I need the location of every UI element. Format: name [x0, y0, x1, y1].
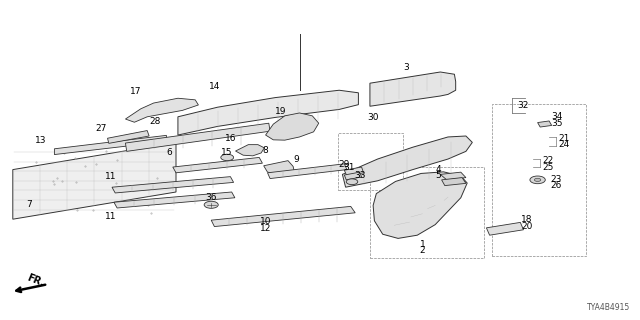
Polygon shape: [125, 123, 270, 151]
Text: 3: 3: [404, 63, 409, 72]
Polygon shape: [344, 167, 364, 176]
Text: 13: 13: [35, 136, 46, 145]
Polygon shape: [264, 161, 294, 175]
Polygon shape: [125, 98, 198, 122]
Text: 11: 11: [105, 172, 116, 181]
Polygon shape: [442, 178, 466, 186]
Polygon shape: [108, 131, 149, 143]
Text: 15: 15: [221, 148, 233, 157]
Polygon shape: [236, 145, 264, 156]
Text: 6: 6: [167, 148, 172, 157]
Text: 19: 19: [275, 108, 286, 116]
Text: 22: 22: [542, 156, 554, 165]
Polygon shape: [440, 172, 466, 180]
Text: 36: 36: [205, 193, 217, 202]
Bar: [492, 104, 586, 256]
Circle shape: [530, 176, 545, 184]
Text: 29: 29: [339, 160, 350, 169]
Text: 23: 23: [550, 175, 562, 184]
Polygon shape: [370, 72, 456, 106]
Bar: [370, 167, 484, 258]
Polygon shape: [114, 192, 235, 208]
Text: 5: 5: [436, 172, 441, 180]
Polygon shape: [211, 206, 355, 227]
Text: 27: 27: [95, 124, 107, 133]
Polygon shape: [178, 90, 358, 135]
Text: 24: 24: [558, 140, 570, 149]
Text: 28: 28: [150, 117, 161, 126]
Text: 21: 21: [558, 134, 570, 143]
Text: 33: 33: [355, 172, 366, 180]
Text: FR.: FR.: [25, 273, 45, 289]
Polygon shape: [268, 164, 347, 179]
Text: 31: 31: [344, 164, 355, 172]
Text: 10: 10: [260, 217, 271, 226]
Text: 1: 1: [420, 240, 425, 249]
Polygon shape: [266, 113, 319, 140]
Text: 26: 26: [550, 181, 562, 190]
Polygon shape: [486, 222, 524, 235]
Text: 4: 4: [436, 165, 441, 174]
Text: 25: 25: [542, 163, 554, 172]
Text: 8: 8: [262, 146, 268, 155]
Polygon shape: [373, 172, 467, 238]
Text: 17: 17: [130, 87, 141, 96]
Text: 20: 20: [521, 222, 532, 231]
Text: 14: 14: [209, 82, 220, 91]
Text: 34: 34: [551, 112, 563, 121]
Text: 32: 32: [517, 101, 529, 110]
Text: TYA4B4915: TYA4B4915: [587, 303, 630, 312]
Polygon shape: [173, 157, 262, 173]
Text: 12: 12: [260, 224, 271, 233]
Polygon shape: [344, 172, 362, 180]
Circle shape: [346, 179, 358, 185]
Text: 7: 7: [26, 200, 31, 209]
Polygon shape: [54, 135, 166, 155]
Bar: [338, 133, 403, 190]
Text: 11: 11: [105, 212, 116, 221]
Text: 30: 30: [367, 113, 379, 122]
Polygon shape: [112, 177, 234, 193]
Text: 2: 2: [420, 246, 425, 255]
Text: 9: 9: [294, 155, 299, 164]
Circle shape: [204, 201, 218, 208]
Text: 35: 35: [551, 119, 563, 128]
Text: 16: 16: [225, 134, 236, 143]
Polygon shape: [342, 136, 472, 187]
Polygon shape: [13, 142, 176, 219]
Polygon shape: [538, 121, 552, 127]
Text: 18: 18: [521, 215, 532, 224]
Circle shape: [534, 178, 541, 181]
Circle shape: [221, 154, 234, 161]
